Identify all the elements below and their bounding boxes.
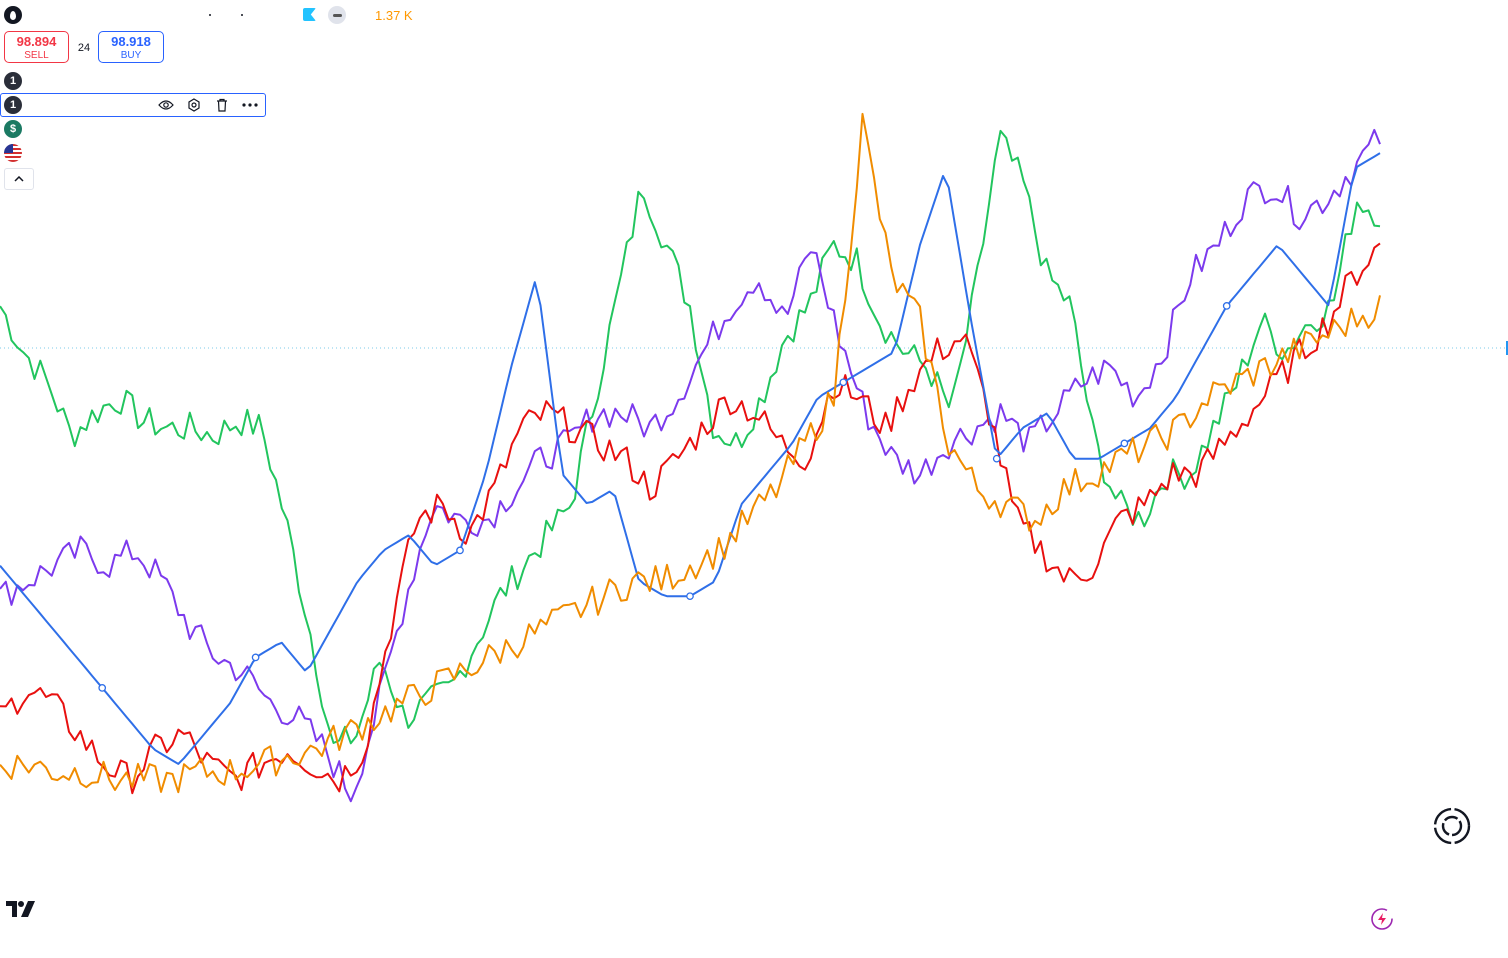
trash-icon[interactable] [213,96,231,114]
collapse-legend-button[interactable] [4,168,34,190]
chevron-up-icon [14,176,24,182]
series-line-5 [0,112,1381,794]
series-point-marker[interactable] [1222,302,1231,310]
us-flag-graphic [4,144,22,162]
number-one-icon[interactable]: 1 [4,96,22,114]
series-line-1 [0,129,1381,745]
sell-label: SELL [24,50,49,61]
series-point-marker[interactable] [251,653,260,662]
series-point-marker[interactable] [839,378,848,387]
buy-label: BUY [120,50,142,61]
last-price-marker [1506,341,1508,355]
eye-icon[interactable] [157,96,175,114]
tradingview-logo[interactable] [6,901,38,922]
series-line-2 [0,128,1381,803]
sell-button[interactable]: 98.894 SELL [4,31,69,63]
us-flag-icon[interactable] [4,144,22,162]
more-icon[interactable] [241,96,259,114]
series-point-marker[interactable] [98,684,107,692]
dollar-icon[interactable]: $ [4,120,22,138]
flag-icon[interactable] [303,8,316,21]
separator-dot [241,14,243,16]
series-point-marker[interactable] [456,546,464,555]
spread-value: 24 [77,42,91,54]
number-one-icon[interactable]: 1 [4,72,22,90]
lightning-icon[interactable] [1370,907,1394,936]
buy-price: 98.918 [111,34,151,49]
buy-button[interactable]: 98.918 BUY [98,31,164,63]
circular-arrows-icon[interactable] [1432,806,1472,851]
chart-header: 1.37 K [0,0,500,30]
series-point-marker[interactable] [992,454,1001,463]
minus-circle-icon[interactable] [328,6,346,24]
series-point-marker[interactable] [1120,439,1129,448]
drop-icon[interactable] [4,6,22,24]
settings-icon[interactable] [185,96,203,114]
sell-price: 98.894 [16,34,57,49]
series-point-marker[interactable] [686,592,694,601]
series-line-3 [0,242,1381,795]
separator-dot [209,14,211,16]
volume-value: 1.37 K [375,8,413,23]
study-legend-row[interactable] [0,93,266,117]
